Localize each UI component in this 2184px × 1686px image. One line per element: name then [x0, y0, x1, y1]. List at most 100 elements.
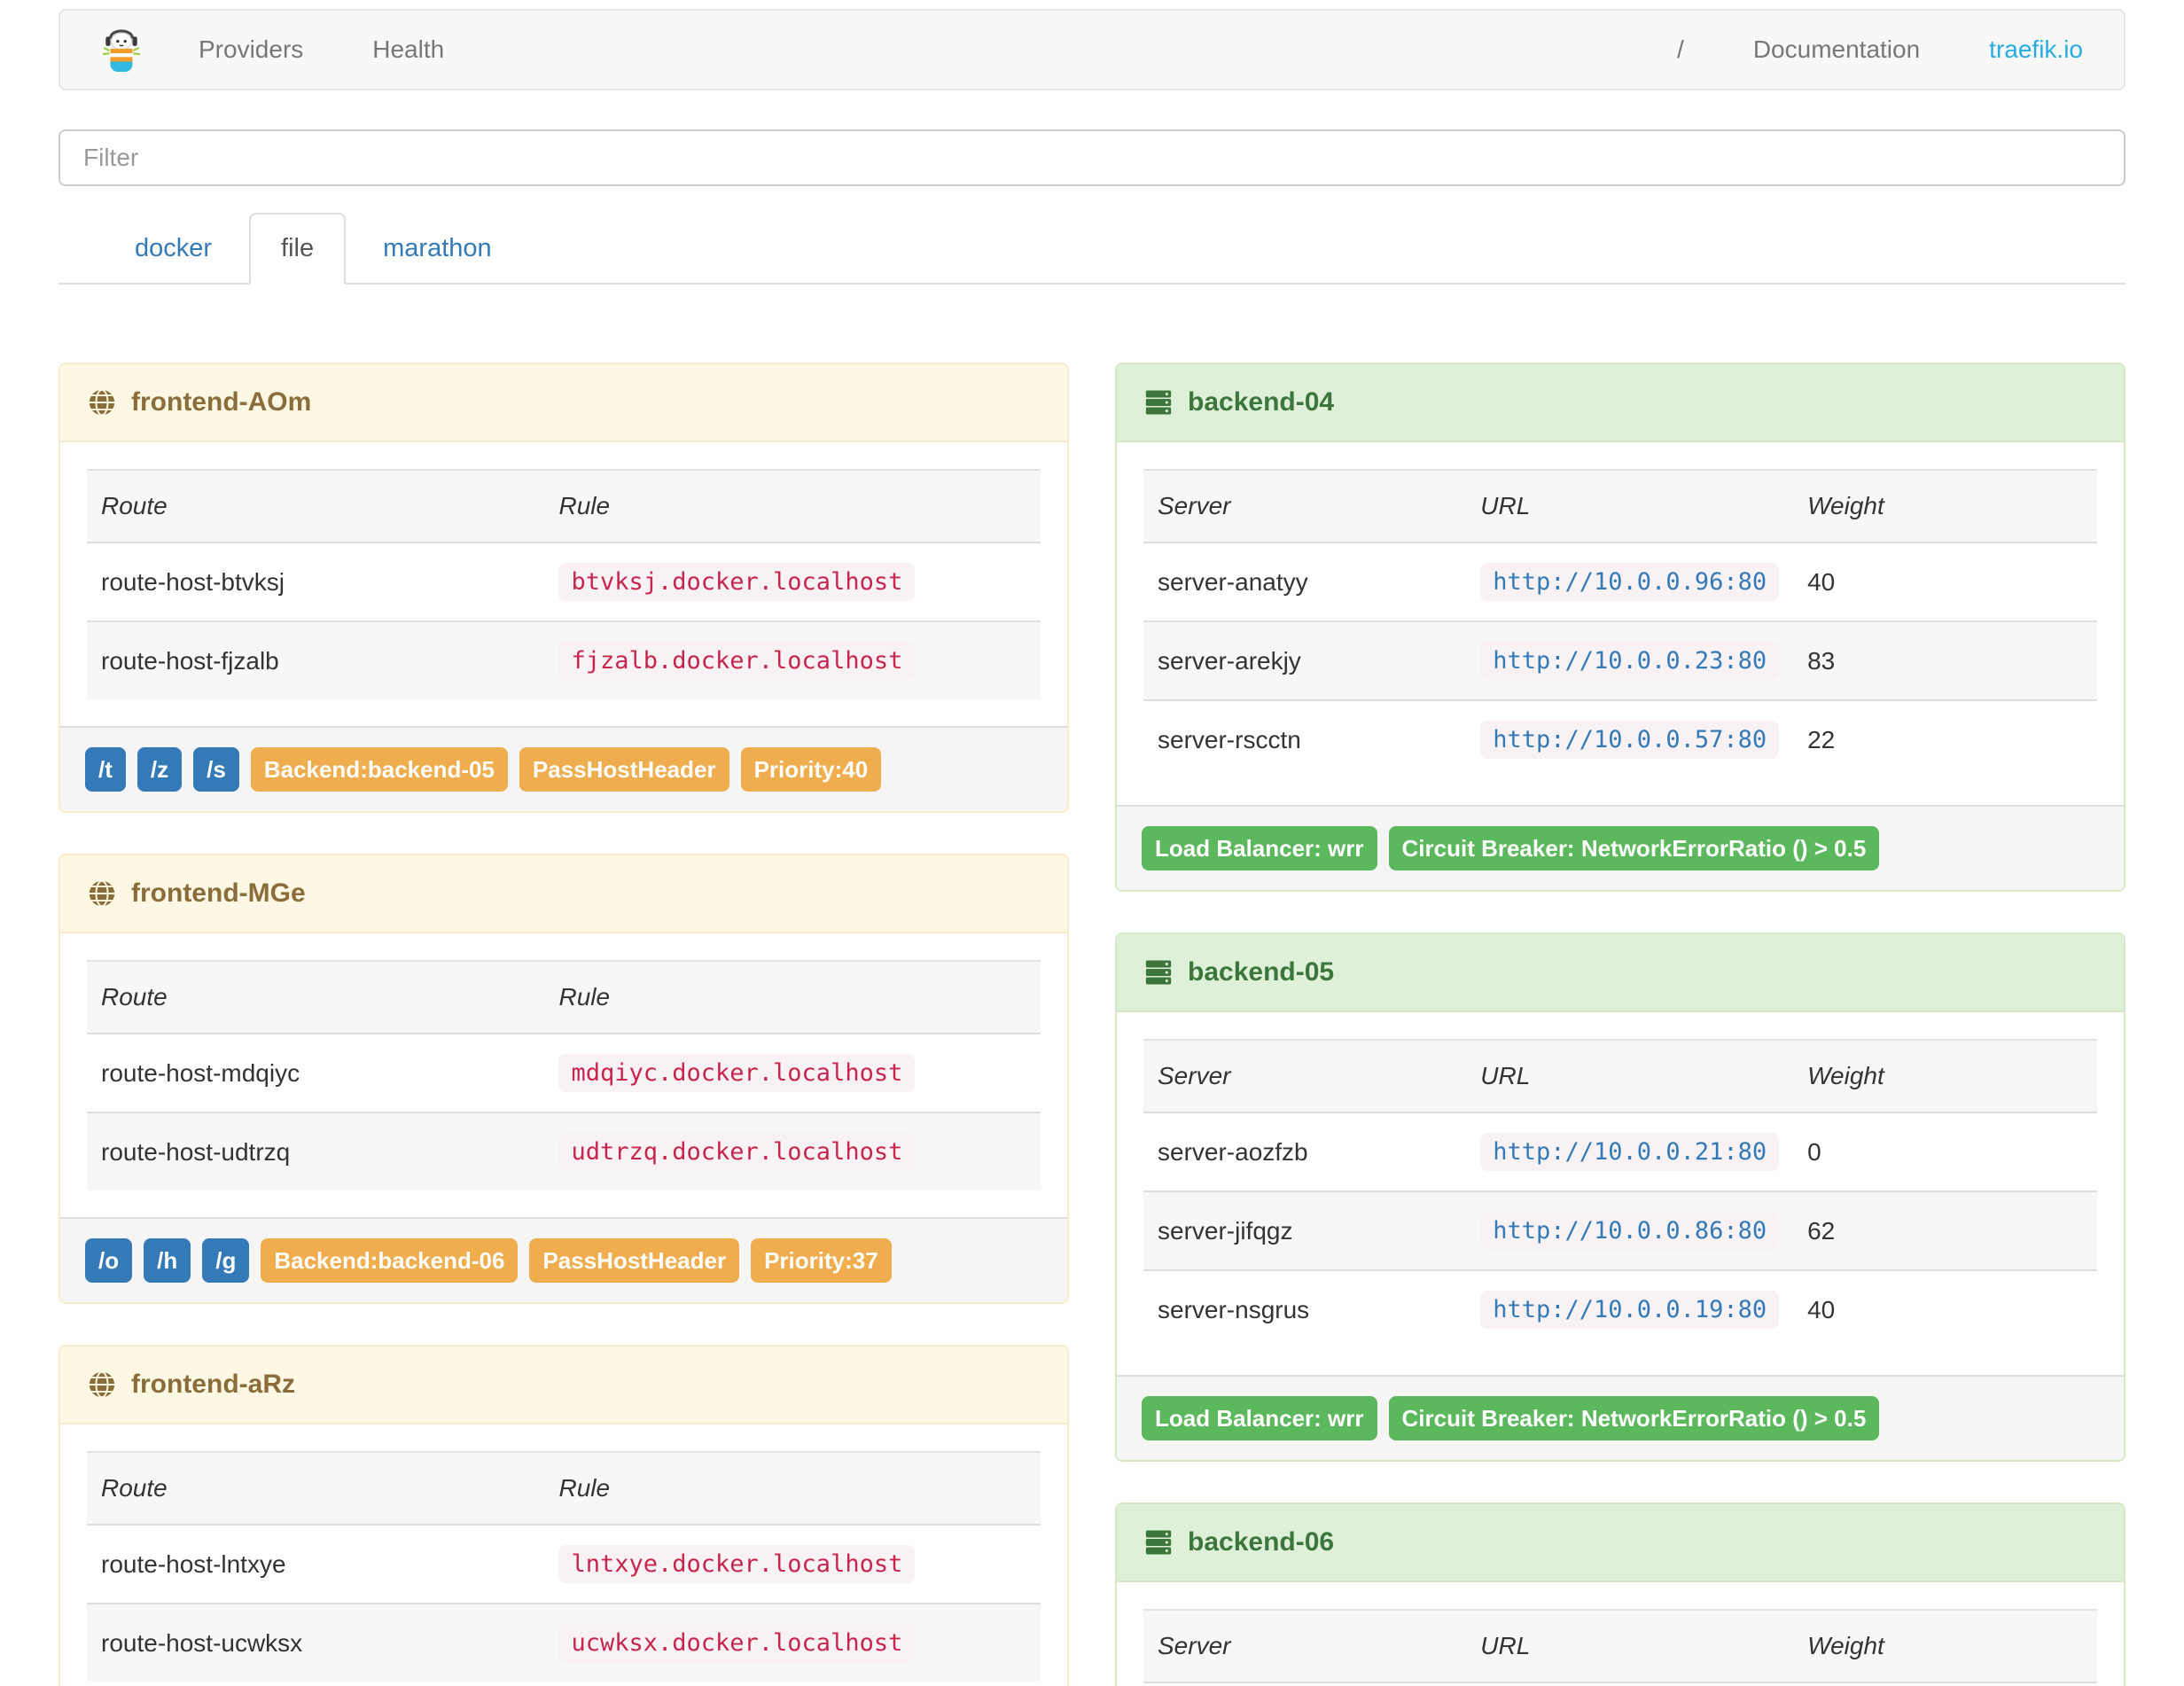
- server-name: server-aozfzb: [1143, 1112, 1467, 1191]
- backend-card: backend-04 Server URL Weight server-anat…: [1115, 363, 2126, 892]
- content-row: frontend-AOm Route Rule route-host-btvks…: [58, 363, 2126, 1686]
- servers-table: Server URL Weight server-anatyy http://1…: [1143, 469, 2097, 778]
- backend-card-body: Server URL Weight server-aozfzb http://1…: [1117, 1012, 2124, 1375]
- server-name: server-nsgrus: [1143, 1269, 1467, 1348]
- frontend-prop-badge: Priority:40: [740, 747, 882, 792]
- backend-badge: Load Balancer: wrr: [1142, 1396, 1377, 1440]
- tab-file[interactable]: file: [249, 213, 347, 285]
- url-column-header: URL: [1466, 469, 1794, 543]
- route-column-header: Route: [87, 1451, 545, 1526]
- server-stack-icon: [1143, 957, 1174, 987]
- path-badge: /h: [144, 1238, 191, 1283]
- frontend-card-body: Route Rule route-host-lntxye lntxye.dock…: [60, 1425, 1067, 1686]
- navbar: Providers Health / Documentation traefik…: [58, 9, 2126, 90]
- server-row: server-rscctn http://10.0.0.57:80 22: [1143, 699, 2097, 778]
- frontends-column: frontend-AOm Route Rule route-host-btvks…: [58, 363, 1069, 1686]
- route-name: route-host-fjzalb: [87, 621, 545, 699]
- server-name: server-opbuop: [1143, 1682, 1467, 1686]
- tab-marathon[interactable]: marathon: [383, 234, 492, 262]
- server-weight: 22: [1793, 699, 2097, 778]
- backend-card-footer: Load Balancer: wrr Circuit Breaker: Netwo…: [1117, 1375, 2124, 1460]
- route-row: route-host-lntxye lntxye.docker.localhos…: [87, 1524, 1041, 1604]
- server-weight: 40: [1793, 542, 2097, 621]
- globe-icon: [87, 878, 117, 909]
- backend-card-footer: Load Balancer: wrr Circuit Breaker: Netwo…: [1117, 805, 2124, 890]
- rule-chip: mdqiyc.docker.localhost: [558, 1054, 916, 1092]
- frontend-card-footer: /t/z/s Backend:backend-05 PassHostHeader Pr…: [60, 726, 1067, 811]
- frontend-card: frontend-MGe Route Rule route-host-mdqiy…: [58, 854, 1069, 1304]
- frontend-card-header: frontend-AOm: [60, 364, 1067, 442]
- server-row: server-opbuop http://10.0.0.18:80 92: [1143, 1682, 2097, 1686]
- server-url-chip: http://10.0.0.21:80: [1480, 1133, 1780, 1171]
- routes-table: Route Rule route-host-btvksj btvksj.dock…: [87, 469, 1041, 699]
- route-row: route-host-mdqiyc mdqiyc.docker.localhos…: [87, 1033, 1041, 1112]
- nav-providers-link[interactable]: Providers: [199, 35, 304, 63]
- rule-chip: lntxye.docker.localhost: [558, 1545, 916, 1583]
- backend-card-body: Server URL Weight server-anatyy http://1…: [1117, 442, 2124, 805]
- globe-icon: [87, 387, 117, 418]
- nav-traefik-io-link[interactable]: traefik.io: [1989, 35, 2083, 63]
- server-weight: 0: [1793, 1112, 2097, 1191]
- server-url-chip: http://10.0.0.19:80: [1480, 1291, 1780, 1329]
- servers-table-header-row: Server URL Weight: [1143, 1039, 2097, 1113]
- page-container: Providers Health / Documentation traefik…: [58, 9, 2126, 1686]
- route-row: route-host-udtrzq udtrzq.docker.localhos…: [87, 1112, 1041, 1190]
- provider-tabs: docker file marathon: [58, 213, 2126, 285]
- frontend-card-body: Route Rule route-host-btvksj btvksj.dock…: [60, 442, 1067, 726]
- url-column-header: URL: [1466, 1609, 1794, 1683]
- frontend-title: frontend-AOm: [131, 387, 312, 417]
- server-url-chip: http://10.0.0.57:80: [1480, 721, 1780, 759]
- path-badge: /z: [136, 747, 183, 792]
- frontend-prop-badge: Priority:37: [751, 1238, 892, 1283]
- backend-card: backend-06 Server URL Weight server-opbu…: [1115, 1503, 2126, 1686]
- route-name: route-host-ucwksx: [87, 1603, 545, 1682]
- routes-table-header-row: Route Rule: [87, 469, 1041, 543]
- server-row: server-jifqgz http://10.0.0.86:80 62: [1143, 1190, 2097, 1270]
- server-url-chip: http://10.0.0.96:80: [1480, 563, 1780, 601]
- routes-table: Route Rule route-host-mdqiyc mdqiyc.dock…: [87, 960, 1041, 1190]
- filter-input[interactable]: [58, 129, 2126, 186]
- server-row: server-nsgrus http://10.0.0.19:80 40: [1143, 1269, 2097, 1348]
- servers-table: Server URL Weight server-opbuop http://1…: [1143, 1609, 2097, 1686]
- route-name: route-host-btvksj: [87, 542, 545, 621]
- backend-title: backend-06: [1188, 1527, 1335, 1557]
- backend-badge: Circuit Breaker: NetworkErrorRatio () > …: [1388, 826, 1880, 870]
- servers-table-header-row: Server URL Weight: [1143, 469, 2097, 543]
- frontend-card-header: frontend-aRz: [60, 1346, 1067, 1425]
- nav-documentation-link[interactable]: Documentation: [1752, 35, 1921, 63]
- frontend-title: frontend-aRz: [131, 1370, 295, 1399]
- backend-card-header: backend-06: [1117, 1504, 2124, 1582]
- route-column-header: Route: [87, 960, 545, 1034]
- route-name: route-host-udtrzq: [87, 1112, 545, 1190]
- path-badge: /s: [193, 747, 239, 792]
- rule-column-header: Rule: [544, 960, 1041, 1034]
- backend-title: backend-05: [1188, 957, 1335, 987]
- weight-column-header: Weight: [1793, 1039, 2097, 1113]
- frontend-prop-badge: Backend:backend-06: [261, 1238, 519, 1283]
- path-badge: /o: [85, 1238, 133, 1283]
- server-weight: 40: [1793, 1269, 2097, 1348]
- server-name: server-anatyy: [1143, 542, 1467, 621]
- tab-docker[interactable]: docker: [135, 234, 213, 262]
- rule-column-header: Rule: [544, 1451, 1041, 1526]
- traefik-logo-icon[interactable]: [101, 27, 142, 72]
- nav-health-link[interactable]: Health: [372, 35, 445, 63]
- frontend-card: frontend-aRz Route Rule route-host-lntxy…: [58, 1345, 1069, 1686]
- route-name: route-host-mdqiyc: [87, 1033, 545, 1112]
- frontend-prop-badge: PassHostHeader: [529, 1238, 740, 1283]
- path-badge: /t: [85, 747, 126, 792]
- frontend-prop-badge: PassHostHeader: [519, 747, 729, 792]
- frontend-prop-badge: Backend:backend-05: [250, 747, 508, 792]
- path-badge: /g: [202, 1238, 250, 1283]
- backend-card-header: backend-05: [1117, 934, 2124, 1012]
- server-weight: 62: [1793, 1190, 2097, 1270]
- globe-icon: [87, 1370, 117, 1400]
- backend-badge: Circuit Breaker: NetworkErrorRatio () > …: [1388, 1396, 1880, 1440]
- backends-column: backend-04 Server URL Weight server-anat…: [1115, 363, 2126, 1686]
- server-name: server-arekjy: [1143, 621, 1467, 700]
- rule-chip: udtrzq.docker.localhost: [558, 1133, 916, 1171]
- frontend-card-header: frontend-MGe: [60, 855, 1067, 933]
- rule-chip: ucwksx.docker.localhost: [558, 1624, 916, 1662]
- server-url-chip: http://10.0.0.86:80: [1480, 1212, 1780, 1250]
- weight-column-header: Weight: [1793, 1609, 2097, 1683]
